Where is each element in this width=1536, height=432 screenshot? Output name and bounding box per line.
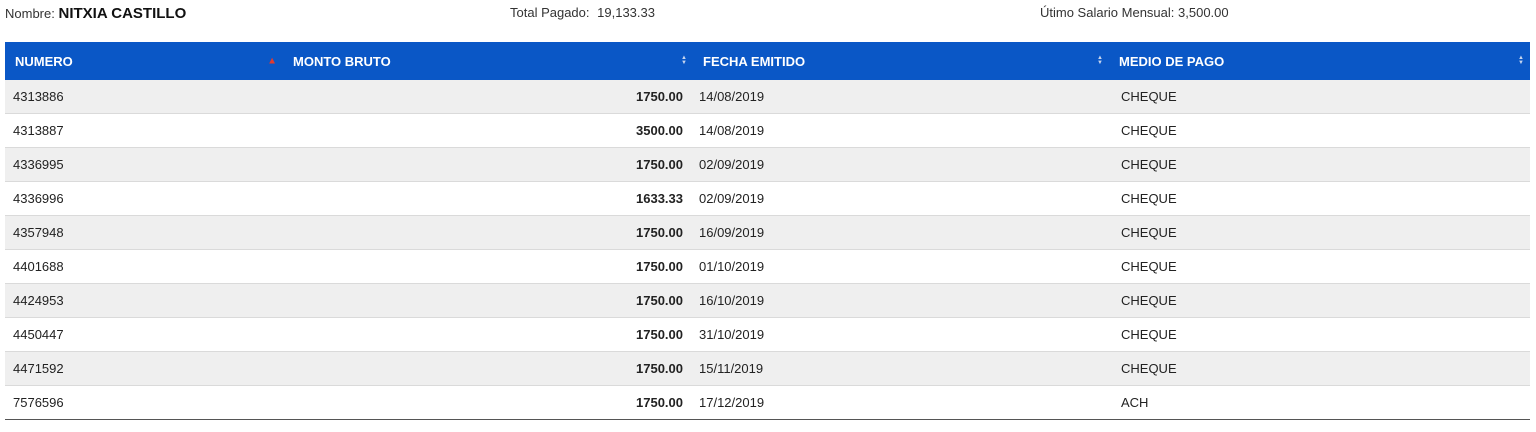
cell-monto-bruto: 1750.00 bbox=[283, 351, 693, 386]
cell-fecha-emitido: 14/08/2019 bbox=[693, 113, 1109, 148]
cell-medio-de-pago: CHEQUE bbox=[1109, 80, 1530, 114]
total-label: Total Pagado: bbox=[510, 5, 590, 20]
table-row[interactable]: 4336996 1633.33 02/09/2019 CHEQUE bbox=[5, 181, 1530, 216]
cell-fecha-emitido: 02/09/2019 bbox=[693, 147, 1109, 182]
salary-value: 3,500.00 bbox=[1178, 5, 1229, 20]
table-row[interactable]: 4424953 1750.00 16/10/2019 CHEQUE bbox=[5, 283, 1530, 318]
cell-fecha-emitido: 16/10/2019 bbox=[693, 283, 1109, 318]
table-row[interactable]: 4471592 1750.00 15/11/2019 CHEQUE bbox=[5, 351, 1530, 386]
cell-medio-de-pago: CHEQUE bbox=[1109, 215, 1530, 250]
cell-monto-bruto: 3500.00 bbox=[283, 113, 693, 148]
cell-fecha-emitido: 15/11/2019 bbox=[693, 351, 1109, 386]
cell-fecha-emitido: 31/10/2019 bbox=[693, 317, 1109, 352]
cell-monto-bruto: 1750.00 bbox=[283, 283, 693, 318]
sort-both-icon: ▲ ▼ bbox=[1518, 55, 1524, 66]
cell-monto-bruto: 1750.00 bbox=[283, 80, 693, 114]
table-row[interactable]: 4450447 1750.00 31/10/2019 CHEQUE bbox=[5, 317, 1530, 352]
table-row[interactable]: 4357948 1750.00 16/09/2019 CHEQUE bbox=[5, 215, 1530, 250]
total-paid: Total Pagado: 19,133.33 bbox=[510, 5, 655, 20]
cell-monto-bruto: 1633.33 bbox=[283, 181, 693, 216]
cell-monto-bruto: 1750.00 bbox=[283, 215, 693, 250]
cell-numero: 4471592 bbox=[5, 351, 283, 386]
cell-fecha-emitido: 02/09/2019 bbox=[693, 181, 1109, 216]
summary-bar: Nombre: NITXIA CASTILLO Total Pagado: 19… bbox=[0, 0, 1536, 42]
cell-medio-de-pago: CHEQUE bbox=[1109, 147, 1530, 182]
column-header-numero[interactable]: NUMERO ▲ bbox=[5, 42, 283, 80]
cell-fecha-emitido: 17/12/2019 bbox=[693, 385, 1109, 420]
last-salary: Útimo Salario Mensual: 3,500.00 bbox=[1040, 5, 1229, 20]
payments-table: NUMERO ▲ MONTO BRUTO ▲ ▼ FECHA EMITIDO ▲ ▼… bbox=[5, 42, 1530, 420]
cell-monto-bruto: 1750.00 bbox=[283, 317, 693, 352]
cell-medio-de-pago: CHEQUE bbox=[1109, 249, 1530, 284]
cell-numero: 4313887 bbox=[5, 113, 283, 148]
cell-numero: 4336996 bbox=[5, 181, 283, 216]
cell-fecha-emitido: 01/10/2019 bbox=[693, 249, 1109, 284]
column-header-label: NUMERO bbox=[15, 53, 73, 69]
cell-medio-de-pago: CHEQUE bbox=[1109, 181, 1530, 216]
cell-fecha-emitido: 14/08/2019 bbox=[693, 80, 1109, 114]
employee-name: Nombre: NITXIA CASTILLO bbox=[5, 5, 186, 22]
name-label: Nombre: bbox=[5, 6, 55, 21]
cell-monto-bruto: 1750.00 bbox=[283, 147, 693, 182]
cell-medio-de-pago: CHEQUE bbox=[1109, 317, 1530, 352]
table-row[interactable]: 7576596 1750.00 17/12/2019 ACH bbox=[5, 385, 1530, 420]
sort-ascending-icon: ▲ bbox=[267, 55, 277, 67]
column-header-medio-de-pago[interactable]: MEDIO DE PAGO ▲ ▼ bbox=[1109, 42, 1530, 80]
salary-label: Útimo Salario Mensual: bbox=[1040, 5, 1175, 20]
cell-numero: 4357948 bbox=[5, 215, 283, 250]
column-header-fecha-emitido[interactable]: FECHA EMITIDO ▲ ▼ bbox=[693, 42, 1109, 80]
cell-fecha-emitido: 16/09/2019 bbox=[693, 215, 1109, 250]
name-value: NITXIA CASTILLO bbox=[58, 5, 187, 22]
table-row[interactable]: 4313886 1750.00 14/08/2019 CHEQUE bbox=[5, 80, 1530, 114]
cell-medio-de-pago: CHEQUE bbox=[1109, 283, 1530, 318]
column-header-label: FECHA EMITIDO bbox=[703, 53, 806, 69]
cell-numero: 4336995 bbox=[5, 147, 283, 182]
cell-monto-bruto: 1750.00 bbox=[283, 249, 693, 284]
table-row[interactable]: 4313887 3500.00 14/08/2019 CHEQUE bbox=[5, 113, 1530, 148]
table-body: 4313886 1750.00 14/08/2019 CHEQUE 4313887 350… bbox=[5, 80, 1530, 420]
total-value: 19,133.33 bbox=[597, 5, 655, 20]
cell-monto-bruto: 1750.00 bbox=[283, 385, 693, 420]
table-row[interactable]: 4336995 1750.00 02/09/2019 CHEQUE bbox=[5, 147, 1530, 182]
cell-medio-de-pago: CHEQUE bbox=[1109, 113, 1530, 148]
cell-numero: 4401688 bbox=[5, 249, 283, 284]
cell-numero: 4424953 bbox=[5, 283, 283, 318]
cell-medio-de-pago: CHEQUE bbox=[1109, 351, 1530, 386]
column-header-label: MEDIO DE PAGO bbox=[1119, 53, 1225, 69]
column-header-monto-bruto[interactable]: MONTO BRUTO ▲ ▼ bbox=[283, 42, 693, 80]
cell-numero: 4313886 bbox=[5, 80, 283, 114]
cell-numero: 4450447 bbox=[5, 317, 283, 352]
column-header-label: MONTO BRUTO bbox=[293, 53, 391, 69]
table-header-row: NUMERO ▲ MONTO BRUTO ▲ ▼ FECHA EMITIDO ▲ ▼… bbox=[5, 42, 1530, 80]
cell-numero: 7576596 bbox=[5, 385, 283, 420]
cell-medio-de-pago: ACH bbox=[1109, 385, 1530, 420]
table-row[interactable]: 4401688 1750.00 01/10/2019 CHEQUE bbox=[5, 249, 1530, 284]
sort-both-icon: ▲ ▼ bbox=[1097, 55, 1103, 66]
sort-both-icon: ▲ ▼ bbox=[681, 55, 687, 66]
